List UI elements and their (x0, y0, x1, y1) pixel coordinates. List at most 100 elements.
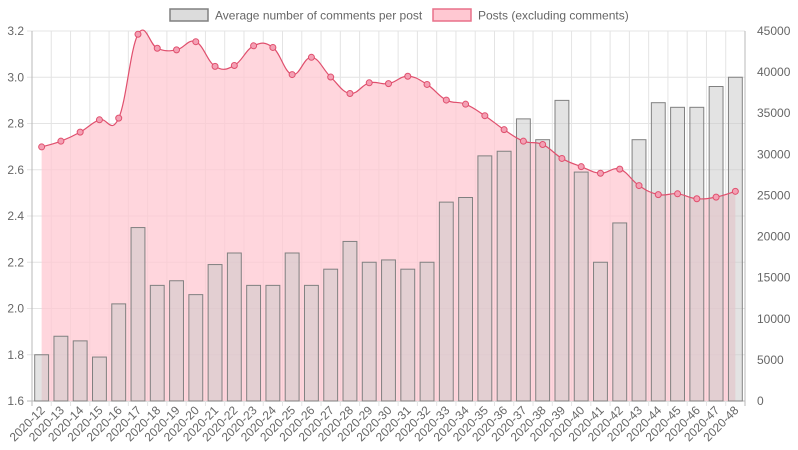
point-2020-13[interactable] (57, 137, 65, 145)
bar-2020-20[interactable] (188, 294, 204, 402)
bar-2020-13[interactable] (53, 335, 69, 402)
legend-swatch-posts (432, 8, 472, 22)
y-right-tick-label: 5000 (757, 353, 784, 367)
bar-2020-42[interactable] (612, 222, 628, 402)
bar-2020-16[interactable] (111, 303, 127, 402)
point-2020-22[interactable] (230, 62, 238, 70)
point-2020-28[interactable] (346, 89, 354, 97)
x-axis: 2020-122020-132020-142020-152020-162020-… (7, 403, 742, 444)
bar-2020-41[interactable] (593, 261, 608, 402)
point-2020-39[interactable] (558, 154, 566, 162)
bar-2020-44[interactable] (650, 102, 666, 402)
bar-2020-36[interactable] (496, 150, 512, 402)
bar-2020-24[interactable] (265, 284, 281, 402)
bar-2020-15[interactable] (92, 356, 107, 402)
point-2020-47[interactable] (712, 193, 720, 201)
bar-2020-23[interactable] (246, 284, 262, 402)
bar-2020-14[interactable] (72, 340, 88, 402)
point-2020-36[interactable] (500, 126, 508, 134)
point-2020-18[interactable] (153, 44, 161, 52)
legend-label-avg-comments: Average number of comments per post (215, 9, 423, 23)
legend-item-posts[interactable]: Posts (excluding comments) (432, 8, 629, 23)
y-left-tick-label: 1.6 (7, 394, 24, 408)
bar-2020-17[interactable] (130, 227, 146, 402)
point-2020-43[interactable] (635, 182, 643, 190)
y-left-tick-label: 2.0 (7, 302, 24, 316)
point-2020-31[interactable] (404, 72, 412, 80)
bar-2020-31[interactable] (400, 268, 416, 402)
bar-2020-40[interactable] (573, 171, 589, 402)
point-2020-27[interactable] (327, 73, 335, 81)
y-right-tick-label: 35000 (757, 106, 791, 120)
point-2020-12[interactable] (38, 143, 46, 151)
y-right-tick-label: 0 (757, 394, 764, 408)
bar-2020-29[interactable] (361, 261, 377, 402)
bar-2020-46[interactable] (689, 106, 705, 402)
bar-2020-43[interactable] (631, 139, 647, 402)
bar-2020-45[interactable] (670, 106, 685, 402)
bar-2020-26[interactable] (303, 284, 319, 402)
point-2020-38[interactable] (539, 140, 547, 148)
bar-2020-35[interactable] (477, 155, 493, 402)
bar-2020-34[interactable] (458, 197, 474, 402)
bar-2020-47[interactable] (708, 86, 724, 402)
y-right-tick-label: 10000 (757, 312, 791, 326)
point-2020-23[interactable] (250, 42, 258, 50)
y-left-tick-label: 3.2 (7, 24, 24, 38)
point-2020-42[interactable] (616, 165, 624, 173)
y-right-tick-label: 40000 (757, 65, 791, 79)
bar-2020-37[interactable] (515, 118, 531, 402)
point-2020-46[interactable] (693, 195, 701, 203)
point-2020-48[interactable] (731, 187, 739, 195)
point-2020-24[interactable] (269, 43, 277, 51)
legend: Average number of comments per post Post… (169, 8, 629, 23)
y-right-tick-label: 45000 (757, 24, 791, 38)
bar-2020-19[interactable] (169, 280, 184, 402)
y-right-tick-label: 30000 (757, 147, 791, 161)
y-right-tick-label: 15000 (757, 271, 791, 285)
point-2020-29[interactable] (365, 79, 373, 87)
y-left-tick-label: 2.4 (7, 209, 24, 223)
y-axis-right: 0 5000 10000 15000 20000 25000 30000 35000 40000… (757, 24, 791, 408)
bar-2020-38[interactable] (535, 139, 551, 402)
bar-2020-25[interactable] (284, 252, 300, 402)
y-right-tick-label: 25000 (757, 188, 791, 202)
point-2020-41[interactable] (596, 169, 604, 177)
posts-points (38, 30, 739, 203)
bar-2020-33[interactable] (438, 201, 454, 402)
point-2020-35[interactable] (481, 112, 489, 120)
point-2020-25[interactable] (288, 71, 296, 79)
point-2020-17[interactable] (134, 30, 142, 38)
point-2020-19[interactable] (173, 46, 181, 54)
bar-2020-28[interactable] (342, 240, 358, 402)
bar-2020-21[interactable] (207, 264, 223, 402)
point-2020-37[interactable] (519, 137, 527, 145)
y-left-tick-label: 2.8 (7, 117, 24, 131)
point-2020-40[interactable] (577, 163, 585, 171)
bar-2020-12[interactable] (34, 354, 50, 402)
bar-2020-30[interactable] (381, 259, 396, 402)
bar-2020-18[interactable] (149, 284, 165, 402)
bar-2020-27[interactable] (323, 268, 339, 402)
point-2020-32[interactable] (423, 80, 431, 88)
legend-item-avg-comments[interactable]: Average number of comments per post (169, 8, 423, 23)
point-2020-45[interactable] (674, 190, 682, 198)
bar-2020-48[interactable] (727, 76, 743, 402)
y-left-tick-label: 2.6 (7, 163, 24, 177)
bar-2020-22[interactable] (226, 252, 242, 402)
point-2020-14[interactable] (76, 128, 84, 136)
point-2020-30[interactable] (385, 80, 392, 88)
y-left-tick-label: 1.8 (7, 348, 24, 362)
bar-2020-39[interactable] (554, 99, 570, 402)
point-2020-21[interactable] (211, 62, 219, 70)
point-2020-33[interactable] (442, 96, 450, 104)
y-axis-left: 1.6 1.8 2.0 2.2 2.4 2.6 2.8 3.0 3.2 (7, 24, 24, 408)
point-2020-16[interactable] (115, 114, 123, 122)
y-right-tick-label: 20000 (757, 230, 791, 244)
point-2020-44[interactable] (654, 191, 662, 199)
point-2020-26[interactable] (307, 53, 315, 61)
point-2020-15[interactable] (95, 116, 103, 124)
point-2020-20[interactable] (192, 38, 200, 46)
point-2020-34[interactable] (462, 100, 470, 108)
bar-2020-32[interactable] (419, 261, 435, 402)
